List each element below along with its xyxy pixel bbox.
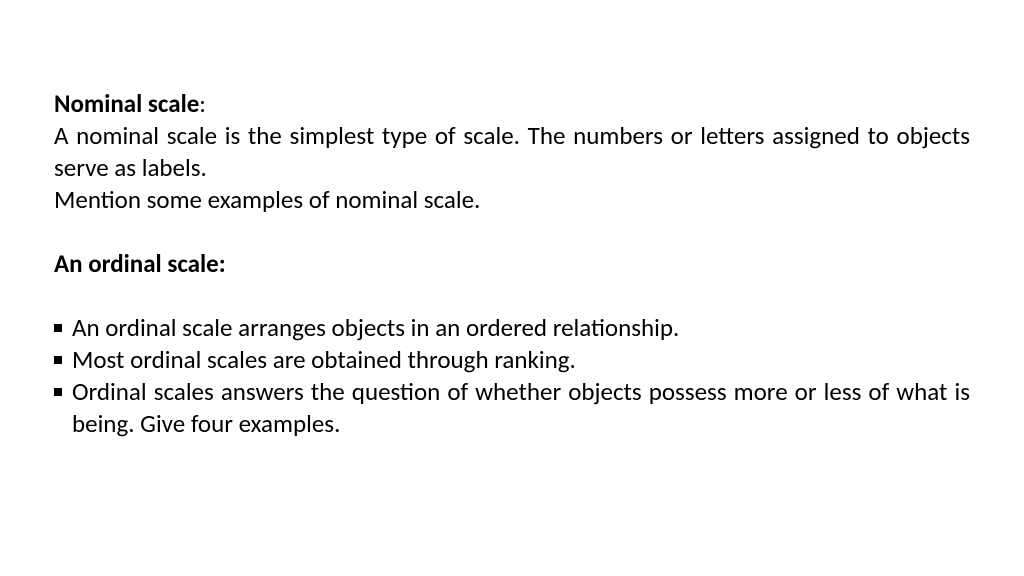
ordinal-spacer <box>54 280 970 312</box>
ordinal-bullet-2: Most ordinal scales are obtained through… <box>54 344 970 376</box>
ordinal-bullet-1: An ordinal scale arranges objects in an … <box>54 312 970 344</box>
nominal-prompt: Mention some examples of nominal scale. <box>54 184 970 216</box>
ordinal-heading: An ordinal scale: <box>54 248 970 280</box>
nominal-section: Nominal scale: A nominal scale is the si… <box>54 88 970 216</box>
nominal-heading-colon: : <box>199 88 206 119</box>
section-spacer <box>54 216 970 248</box>
slide-body: Nominal scale: A nominal scale is the si… <box>0 0 1024 576</box>
nominal-paragraph: A nominal scale is the simplest type of … <box>54 120 970 184</box>
nominal-heading: Nominal scale <box>54 88 199 119</box>
ordinal-bullet-list: An ordinal scale arranges objects in an … <box>54 312 970 440</box>
ordinal-bullet-3: Ordinal scales answers the question of w… <box>54 376 970 440</box>
